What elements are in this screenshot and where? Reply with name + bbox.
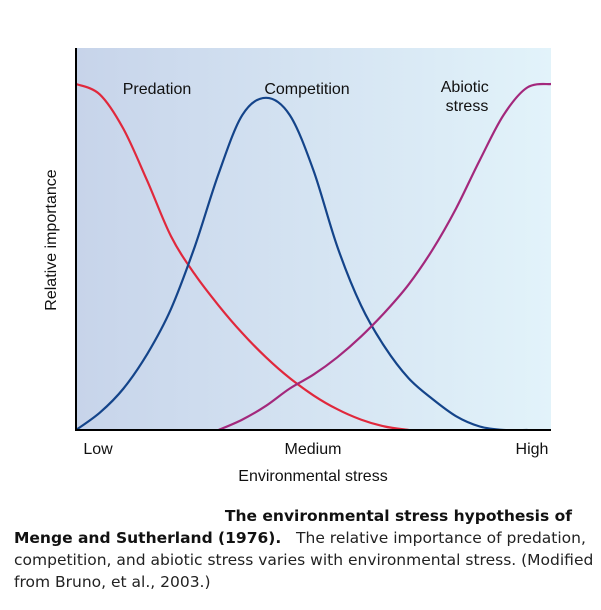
series-layer xyxy=(76,82,551,430)
x-axis-label: Environmental stress xyxy=(238,468,387,485)
x-tick-label-high: High xyxy=(516,441,549,458)
plot-background xyxy=(76,48,551,430)
series-label-predation: Predation xyxy=(123,81,192,98)
series-label-abiotic-stress: Abiotic stress xyxy=(441,79,493,115)
x-tick-label-medium: Medium xyxy=(285,441,342,458)
caption-body: The relative importance of predation, co… xyxy=(14,529,594,591)
y-axis-label: Relative importance xyxy=(43,169,60,311)
figure-caption: The environmental stress hypothesis of M… xyxy=(14,505,594,593)
caption-title-line1: The environmental stress hypothesis of xyxy=(224,507,572,525)
series-line-predation xyxy=(76,82,410,430)
series-line-competition xyxy=(76,96,529,430)
series-label-competition: Competition xyxy=(264,81,349,98)
x-tick-label-low: Low xyxy=(83,441,113,458)
series-line-abiotic-stress xyxy=(217,82,551,430)
caption-title-line2: Menge and Sutherland (1976). xyxy=(14,529,282,547)
chart: Low Medium High Environmental stress Rel… xyxy=(43,48,551,485)
